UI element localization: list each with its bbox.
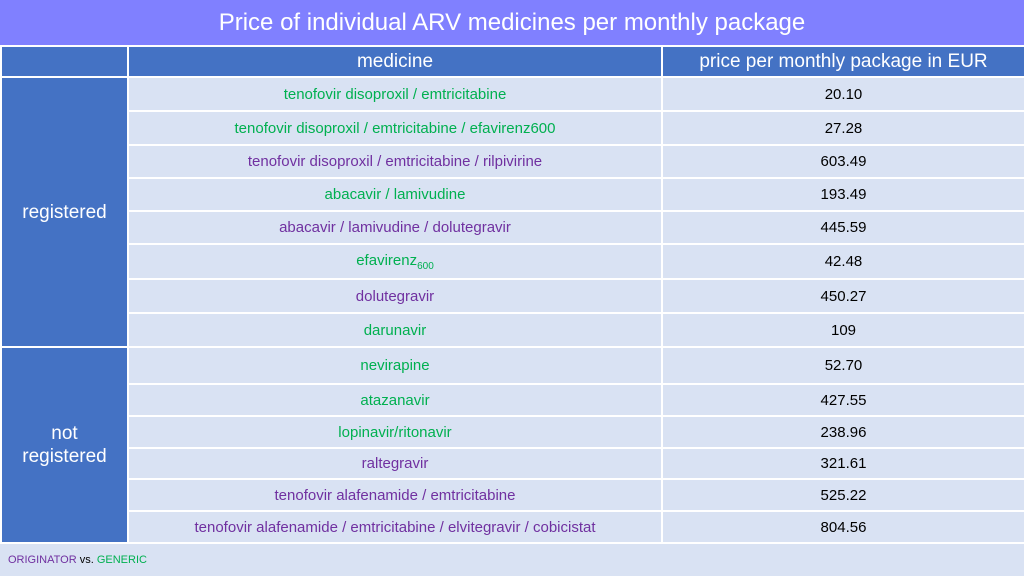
group-column-header <box>0 45 129 78</box>
table-row: atazanavir 427.55 <box>1 383 1024 417</box>
medicine-cell: tenofovir alafenamide / emtricitabine <box>127 478 663 512</box>
medicine-name: abacavir / lamivudine <box>324 186 466 203</box>
medicine-name: tenofovir disoproxil / emtricitabine / r… <box>247 153 543 170</box>
price-cell: 20.10 <box>661 76 1024 112</box>
table-row: registered tenofovir disoproxil / emtrici… <box>0 76 1024 348</box>
medicine-name: abacavir / lamivudine / dolutegravir <box>279 219 511 236</box>
medicine-cell: lopinavir/ritonavir <box>127 415 663 449</box>
table-row: raltegravir 321.61 <box>1 447 1024 480</box>
price-table: medicine price per monthly package in EU… <box>0 45 1024 544</box>
price-cell: 42.48 <box>661 243 1024 280</box>
price-cell: 52.70 <box>661 346 1024 385</box>
medicine-name: lopinavir/ritonavir <box>338 423 452 441</box>
medicine-name: raltegravir <box>361 455 429 472</box>
color-legend: ORIGINATOR vs. GENERIC <box>8 554 147 566</box>
price-cell: 321.61 <box>661 447 1024 480</box>
medicine-name: darunavir <box>363 321 427 339</box>
table-row: dolutegravir 450.27 <box>1 278 1024 314</box>
medicine-cell: darunavir <box>127 312 663 348</box>
legend-originator: ORIGINATOR <box>8 554 77 566</box>
medicine-cell: tenofovir disoproxil / emtricitabine <box>127 76 663 112</box>
table-row: efavirenz600 42.48 <box>1 243 1024 280</box>
table-row: tenofovir alafenamide / emtricitabine 525… <box>1 478 1024 512</box>
table-row: tenofovir disoproxil / emtricitabine / r… <box>1 144 1024 179</box>
legend-generic: GENERIC <box>96 554 147 566</box>
legend-vs: vs. <box>79 554 94 566</box>
medicine-name: nevirapine <box>360 357 430 374</box>
medicine-cell: tenofovir disoproxil / emtricitabine / e… <box>127 110 663 146</box>
medicine-name: tenofovir disoproxil / emtricitabine / e… <box>234 119 556 137</box>
table-row: darunavir 109 <box>1 312 1024 348</box>
medicine-cell: atazanavir <box>127 383 663 417</box>
price-cell: 450.27 <box>661 278 1024 314</box>
table-row: abacavir / lamivudine 193.49 <box>1 177 1024 212</box>
table-row: abacavir / lamivudine / dolutegravir 445.… <box>1 210 1024 245</box>
medicine-name: tenofovir alafenamide / emtricitabine / … <box>194 518 596 536</box>
medicine-dose-subscript: 600 <box>417 260 434 272</box>
table-header-row: medicine price per monthly package in EU… <box>0 45 1024 78</box>
price-cell: 445.59 <box>661 210 1024 245</box>
table-row: lopinavir/ritonavir 238.96 <box>1 415 1024 449</box>
table-row: not registered nevirapine 52.70 <box>0 346 1024 544</box>
medicine-name: tenofovir disoproxil / emtricitabine <box>283 85 507 103</box>
price-cell: 804.56 <box>661 510 1024 544</box>
price-column-header: price per monthly package in EUR <box>661 45 1024 78</box>
price-cell: 427.55 <box>661 383 1024 417</box>
table-row: tenofovir alafenamide / emtricitabine / … <box>1 510 1024 544</box>
medicine-name: tenofovir alafenamide / emtricitabine <box>274 486 516 504</box>
price-cell: 525.22 <box>661 478 1024 512</box>
price-cell: 109 <box>661 312 1024 348</box>
medicine-cell: tenofovir alafenamide / emtricitabine / … <box>127 510 663 544</box>
medicine-cell: raltegravir <box>127 447 663 480</box>
table-row: tenofovir disoproxil / emtricitabine / e… <box>1 110 1024 146</box>
medicine-column-header: medicine <box>127 45 663 78</box>
price-cell: 603.49 <box>661 144 1024 179</box>
medicine-cell: abacavir / lamivudine / dolutegravir <box>127 210 663 245</box>
medicine-cell: abacavir / lamivudine <box>127 177 663 212</box>
medicine-name: atazanavir <box>360 391 430 409</box>
group-label: registered <box>0 76 129 348</box>
price-cell: 238.96 <box>661 415 1024 449</box>
medicine-name: efavirenz <box>356 251 418 269</box>
price-cell: 27.28 <box>661 110 1024 146</box>
group-label: not registered <box>0 346 129 544</box>
medicine-name: dolutegravir <box>355 287 435 305</box>
slide-title: Price of individual ARV medicines per mo… <box>0 0 1024 45</box>
medicine-cell: tenofovir disoproxil / emtricitabine / r… <box>127 144 663 179</box>
price-cell: 193.49 <box>661 177 1024 212</box>
medicine-cell: nevirapine <box>127 346 663 385</box>
medicine-cell: dolutegravir <box>127 278 663 314</box>
medicine-cell: efavirenz600 <box>127 243 663 280</box>
